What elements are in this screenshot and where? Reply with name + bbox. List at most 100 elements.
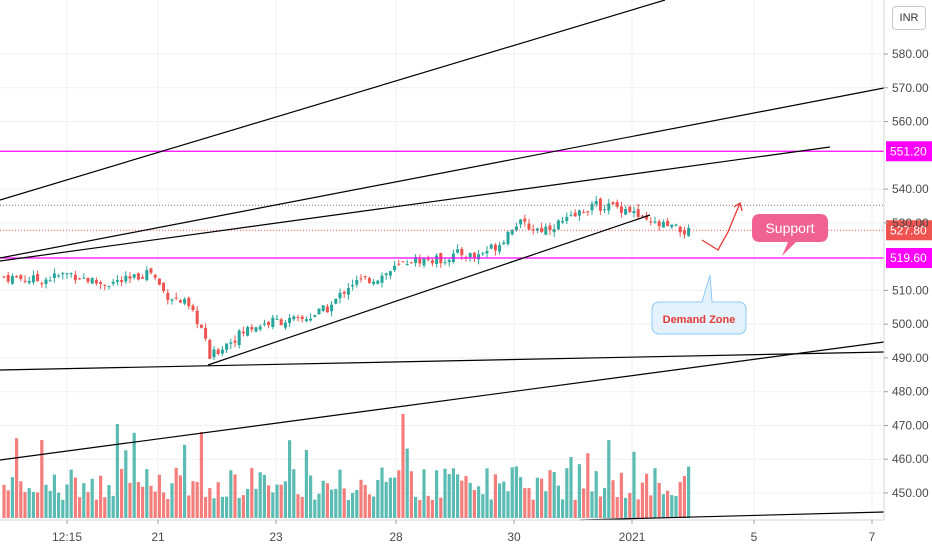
volume-bar [435,470,439,518]
candle [519,218,523,229]
volume-bar [275,484,279,518]
candle [481,251,485,257]
volume-bar [61,499,65,518]
volume-bar [426,495,430,518]
candle-body [128,276,132,279]
candle-body [31,275,35,283]
candle-body [447,260,451,263]
candle-body [409,262,413,264]
candle [275,314,279,320]
volume-bar [132,432,136,518]
candle [376,279,380,285]
y-tick-label: 530.00 [892,216,929,230]
candle [86,277,90,284]
candle-body [283,322,287,328]
candle [27,276,31,285]
candle-body [6,275,10,282]
volume-bar [195,482,199,518]
candle-body [271,317,275,328]
volume-bar [372,496,376,518]
volume-bar [666,490,670,518]
volume-bar [519,477,523,518]
volume-bar [540,478,544,518]
volume-bar [153,491,157,518]
candle-body [73,274,77,281]
candle [594,195,598,208]
currency-badge[interactable]: INR [892,6,926,30]
support-bubble [752,214,828,256]
candle [477,250,481,265]
candle [632,206,636,218]
trend-line [0,0,666,201]
candle [598,197,602,215]
candle-body [477,254,481,260]
candle [183,297,187,306]
y-tick-label: 560.00 [892,115,929,129]
volume-bar [178,475,182,518]
x-tick-label: 5 [751,530,758,544]
candle [174,292,178,301]
volume-bar [640,482,644,518]
volume-bar [548,470,552,518]
candle [124,271,128,284]
volume-bar [376,479,380,518]
volume-bar [657,482,661,518]
volume-bar [233,474,237,518]
candle-body [90,278,94,284]
candle [120,276,124,287]
candle [212,346,216,361]
candle-body [397,263,401,265]
candle [128,272,132,283]
volume-bar [216,482,220,518]
volume-bar [78,497,82,518]
candle [531,224,535,235]
volume-bar [603,488,607,518]
candle-body [414,256,418,264]
candle-body [611,202,615,205]
candle-body [199,324,203,328]
candle-body [258,326,262,330]
volume-bar [166,499,170,518]
candle-body [363,276,367,278]
candle [624,205,628,216]
volume-bar [346,499,350,518]
candle [493,243,497,256]
candle-body [174,297,178,299]
candle-body [338,292,342,299]
price-axis: 551.20 519.60 527.80 580.00 570.00 560.00 540.… [883,0,932,520]
candle-body [435,255,439,264]
volume-bar [250,467,254,518]
candle-body [212,349,216,358]
candle-body [170,299,174,301]
candle-body [443,262,447,264]
candle-body [183,298,187,304]
candle [313,314,317,318]
candle-body [288,317,292,323]
candle-body [367,278,371,283]
candle-body [321,305,325,311]
candle-body [426,257,430,260]
candle [237,328,241,349]
volume-bar [573,499,577,518]
candles [2,195,691,361]
volume-bar [187,495,191,518]
candle-body [153,274,157,278]
y-tick-label: 480.00 [892,385,929,399]
candle [346,283,350,300]
candle [246,325,250,337]
candle [590,200,594,215]
candle [682,226,686,239]
volume-bar [674,495,678,518]
candle-body [94,280,98,284]
volume-bar [288,440,292,518]
volume-bar [523,488,527,518]
candle [409,261,413,264]
level-label-bg [886,220,932,241]
candle [510,229,514,236]
volume-bar [40,440,44,518]
candle-body [187,297,191,307]
candle-body [275,318,279,320]
candle-body [619,206,623,213]
candle [603,205,607,214]
